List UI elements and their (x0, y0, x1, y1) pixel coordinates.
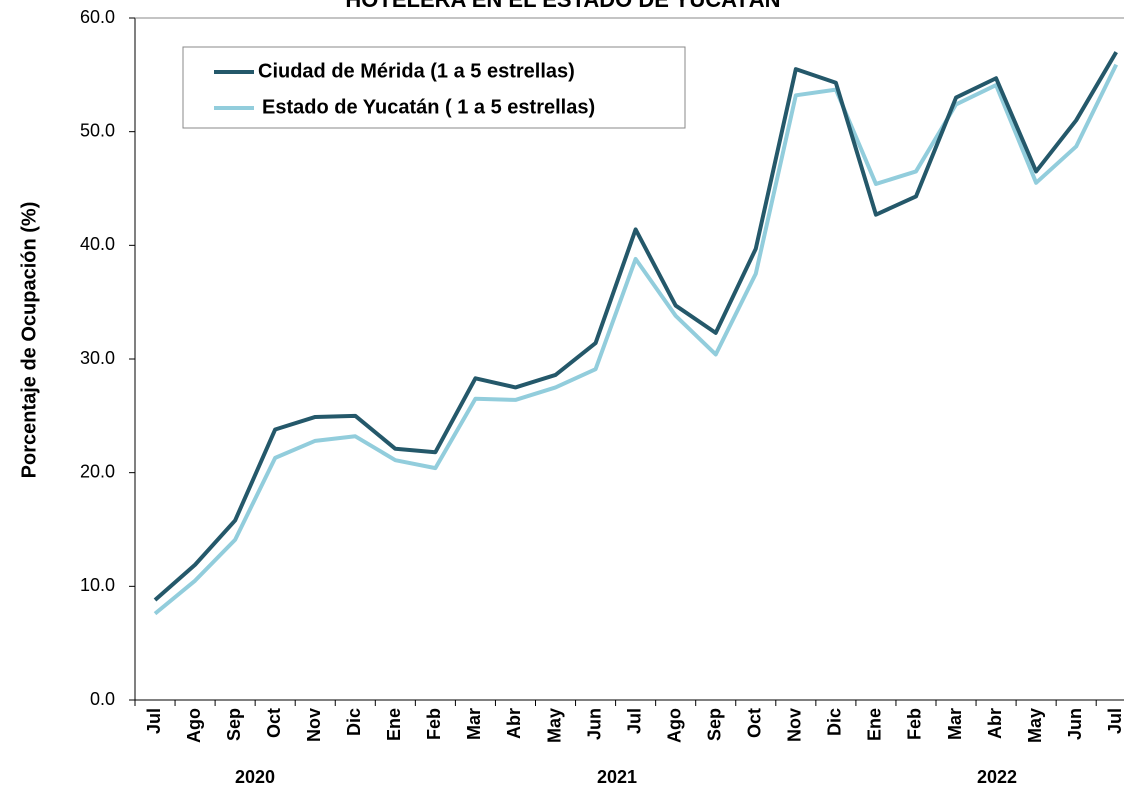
x-tick-label: Nov (304, 708, 324, 742)
legend-box (182, 46, 686, 129)
y-tick-label: 20.0 (80, 461, 115, 481)
x-tick-label: Ene (865, 708, 885, 741)
x-tick-label: Jun (584, 708, 604, 740)
x-tick-label: Ago (664, 708, 684, 743)
x-tick-label: Mar (464, 708, 484, 740)
x-tick-label: Jun (1065, 708, 1085, 740)
x-tick-label: Jul (144, 708, 164, 734)
x-tick-label: Feb (424, 708, 444, 740)
x-tick-label: Dic (825, 708, 845, 736)
x-tick-label: Feb (905, 708, 925, 740)
x-tick-label: Dic (344, 708, 364, 736)
x-tick-label: Ago (184, 708, 204, 743)
x-tick-label: Ene (384, 708, 404, 741)
y-tick-label: 60.0 (80, 7, 115, 27)
x-tick-label: Abr (504, 708, 524, 739)
y-tick-label: 40.0 (80, 234, 115, 254)
x-tick-label: Sep (224, 708, 244, 741)
y-tick-label: 10.0 (80, 575, 115, 595)
year-label: 2022 (977, 767, 1017, 787)
y-axis-label: Porcentaje de Ocupación (%) (18, 202, 40, 479)
x-tick-label: Nov (785, 708, 805, 742)
x-tick-label: Jul (1105, 708, 1124, 734)
x-tick-label: Oct (264, 708, 284, 738)
x-tick-label: Jul (624, 708, 644, 734)
legend-label: Ciudad de Mérida (1 a 5 estrellas) (258, 60, 575, 82)
y-tick-label: 0.0 (90, 689, 115, 709)
x-tick-label: Sep (704, 708, 724, 741)
legend-label: Estado de Yucatán ( 1 a 5 estrellas) (262, 96, 595, 118)
series-line (153, 63, 1119, 616)
year-label: 2020 (235, 767, 275, 787)
x-tick-label: May (1025, 708, 1045, 743)
x-tick-label: Oct (745, 708, 765, 738)
y-tick-label: 30.0 (80, 348, 115, 368)
chart-title: HOTELERA EN EL ESTADO DE YUCATÁN (345, 0, 780, 12)
x-tick-label: May (544, 708, 564, 743)
x-tick-label: Abr (985, 708, 1005, 739)
y-tick-label: 50.0 (80, 120, 115, 140)
series-line (153, 51, 1118, 602)
year-label: 2021 (597, 767, 637, 787)
x-tick-label: Mar (945, 708, 965, 740)
